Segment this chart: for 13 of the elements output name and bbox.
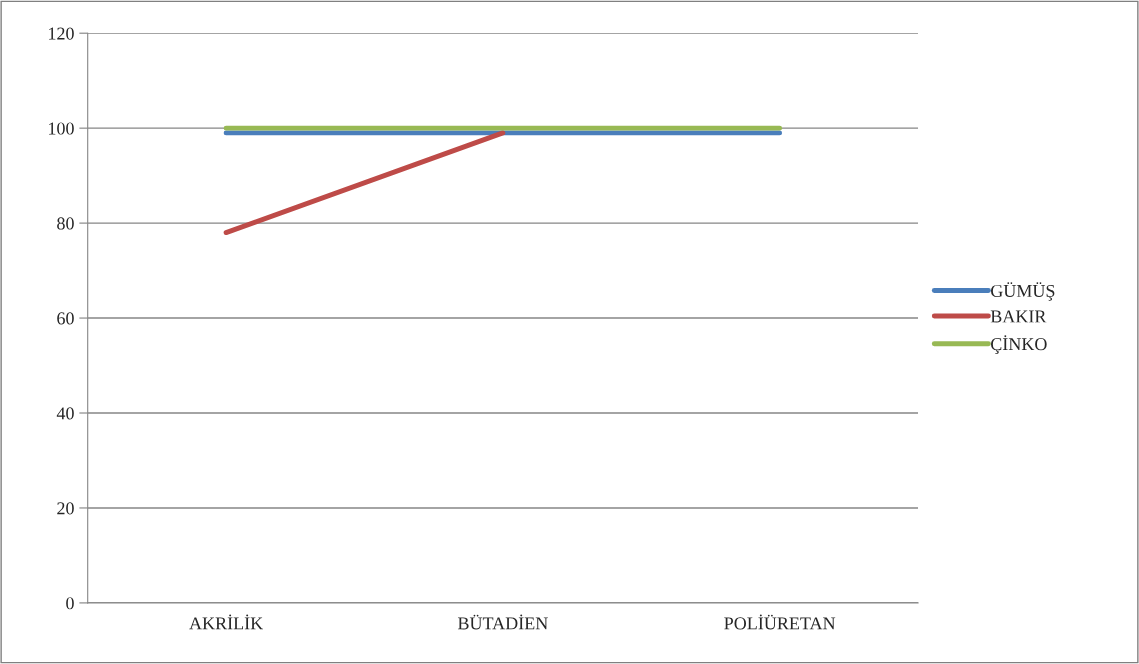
y-tick-label: 20 [57,502,74,515]
x-tick-label: POLİÜRETAN [724,614,836,630]
legend-label: GÜMÜŞ [991,282,1055,301]
x-tick-label: BÜTADİEN [457,614,548,630]
y-tick-label: 60 [57,312,74,325]
y-tick-label: 100 [49,122,74,135]
y-tick-label: 120 [49,27,74,40]
legend-label: BAKIR [990,310,1047,323]
y-tick-label: 80 [57,217,74,230]
legend-label: ÇİNKO [991,335,1047,354]
y-tick-label: 40 [56,407,74,420]
x-tick-label: AKRİLİK [189,614,264,630]
y-tick-label: 0 [66,597,74,610]
